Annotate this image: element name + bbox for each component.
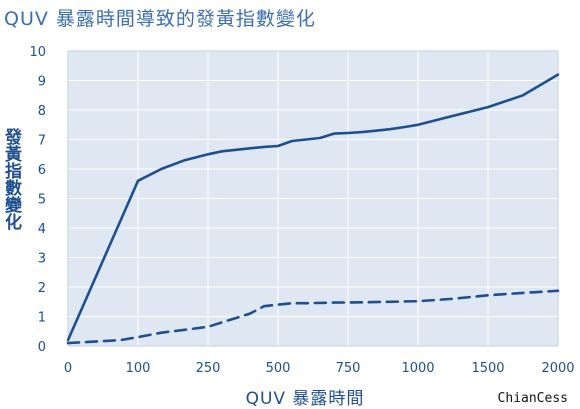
x-tick-label: 100 [126,361,151,376]
x-tick-label: 250 [196,361,221,376]
x-tick-label: 0 [64,361,72,376]
x-tick-label: 2000 [541,361,574,376]
plot-border [67,50,559,347]
y-tick-label: 10 [29,45,46,60]
y-axis-label: 發黃指數變化 [1,128,21,230]
y-tick-label: 2 [38,281,46,296]
y-tick-label: 8 [38,104,46,119]
y-tick-label: 0 [38,340,46,355]
x-tick-label: 1000 [401,361,434,376]
y-tick-label: 7 [38,134,46,149]
y-tick-label: 1 [38,311,46,326]
x-axis-label: QUV 暴露時間 [245,389,365,409]
series-line-dashed [66,289,560,345]
x-tick-label: 500 [266,361,291,376]
y-tick-label: 3 [38,252,46,267]
series-line-solid [66,73,560,342]
y-tick-label: 6 [38,163,46,178]
y-tick-label: 5 [38,193,46,208]
y-tick-label: 9 [38,75,46,90]
y-tick-label: 4 [38,222,46,237]
chart-title: QUV 暴露時間導致的發黃指數變化 [4,8,316,30]
x-tick-label: 1500 [471,361,504,376]
x-tick-label: 750 [336,361,361,376]
watermark-text: ChianCess [497,391,568,406]
